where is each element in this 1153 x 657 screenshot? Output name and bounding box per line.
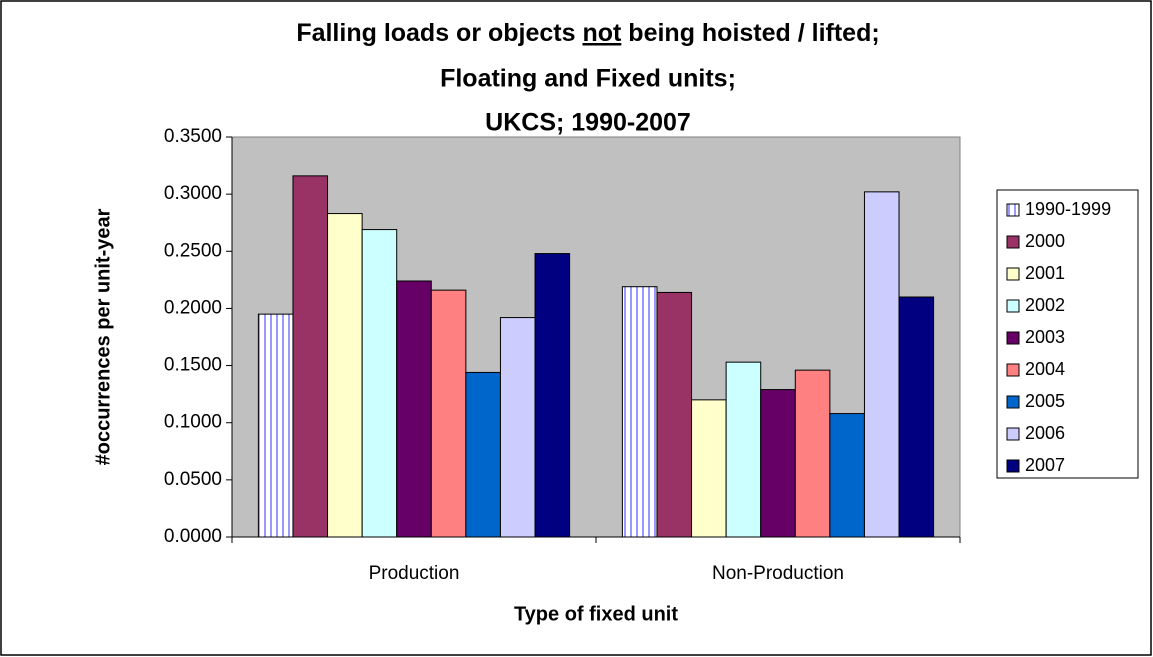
y-axis-title: #occurrences per unit-year xyxy=(92,208,114,465)
title-part: not xyxy=(582,19,622,47)
bar xyxy=(898,296,935,538)
legend-swatch xyxy=(1006,203,1020,217)
legend-swatch xyxy=(1006,459,1020,473)
bar xyxy=(396,280,432,538)
legend-label: 2000 xyxy=(1025,231,1065,251)
legend-swatch xyxy=(1006,363,1020,377)
bar xyxy=(430,289,467,538)
y-tick-label: 0.1000 xyxy=(164,412,222,433)
y-tick-label: 0.3500 xyxy=(164,126,222,147)
bar xyxy=(534,253,571,538)
bar xyxy=(656,291,693,538)
chart-title: Falling loads or objects not being hoist… xyxy=(296,19,879,47)
legend-swatch xyxy=(1006,299,1020,313)
bar xyxy=(691,399,727,538)
bar xyxy=(863,191,900,538)
legend-label: 2002 xyxy=(1025,295,1065,315)
bar xyxy=(292,175,329,538)
y-tick-label: 0.2000 xyxy=(164,297,222,318)
title-part: being hoisted / lifted; xyxy=(621,19,879,47)
bar xyxy=(794,369,831,538)
bar xyxy=(621,286,658,538)
legend-swatch xyxy=(1006,427,1020,441)
bar xyxy=(361,229,398,538)
bar xyxy=(499,317,536,538)
x-tick-label: Non-Production xyxy=(712,563,844,584)
chart-title: UKCS; 1990-2007 xyxy=(485,109,691,137)
legend-box xyxy=(996,189,1139,479)
legend-label: 2003 xyxy=(1025,327,1065,347)
title-part: Falling loads or objects xyxy=(296,19,582,47)
legend-label: 2004 xyxy=(1025,359,1065,379)
bar xyxy=(760,389,796,538)
x-axis-title: Type of fixed unit xyxy=(514,603,678,625)
bar xyxy=(257,313,294,538)
y-tick-label: 0.0000 xyxy=(164,526,222,547)
x-tick-label: Production xyxy=(369,563,460,584)
bar xyxy=(465,371,501,538)
legend-swatch xyxy=(1006,395,1020,409)
bar xyxy=(327,213,363,538)
legend-label: 2001 xyxy=(1025,263,1065,283)
chart-title: Floating and Fixed units; xyxy=(440,65,736,93)
bar xyxy=(829,413,865,538)
legend-label: 1990-1999 xyxy=(1025,199,1111,219)
y-tick-label: 0.2500 xyxy=(164,240,222,261)
y-tick-label: 0.0500 xyxy=(164,469,222,490)
legend-swatch xyxy=(1006,267,1020,281)
legend-swatch xyxy=(1006,235,1020,249)
legend-label: 2006 xyxy=(1025,423,1065,443)
legend-swatch xyxy=(1006,331,1020,345)
y-tick-label: 0.1500 xyxy=(164,355,222,376)
y-tick-label: 0.3000 xyxy=(164,183,222,204)
legend-label: 2005 xyxy=(1025,391,1065,411)
legend-label: 2007 xyxy=(1025,455,1065,475)
bar xyxy=(725,361,762,538)
